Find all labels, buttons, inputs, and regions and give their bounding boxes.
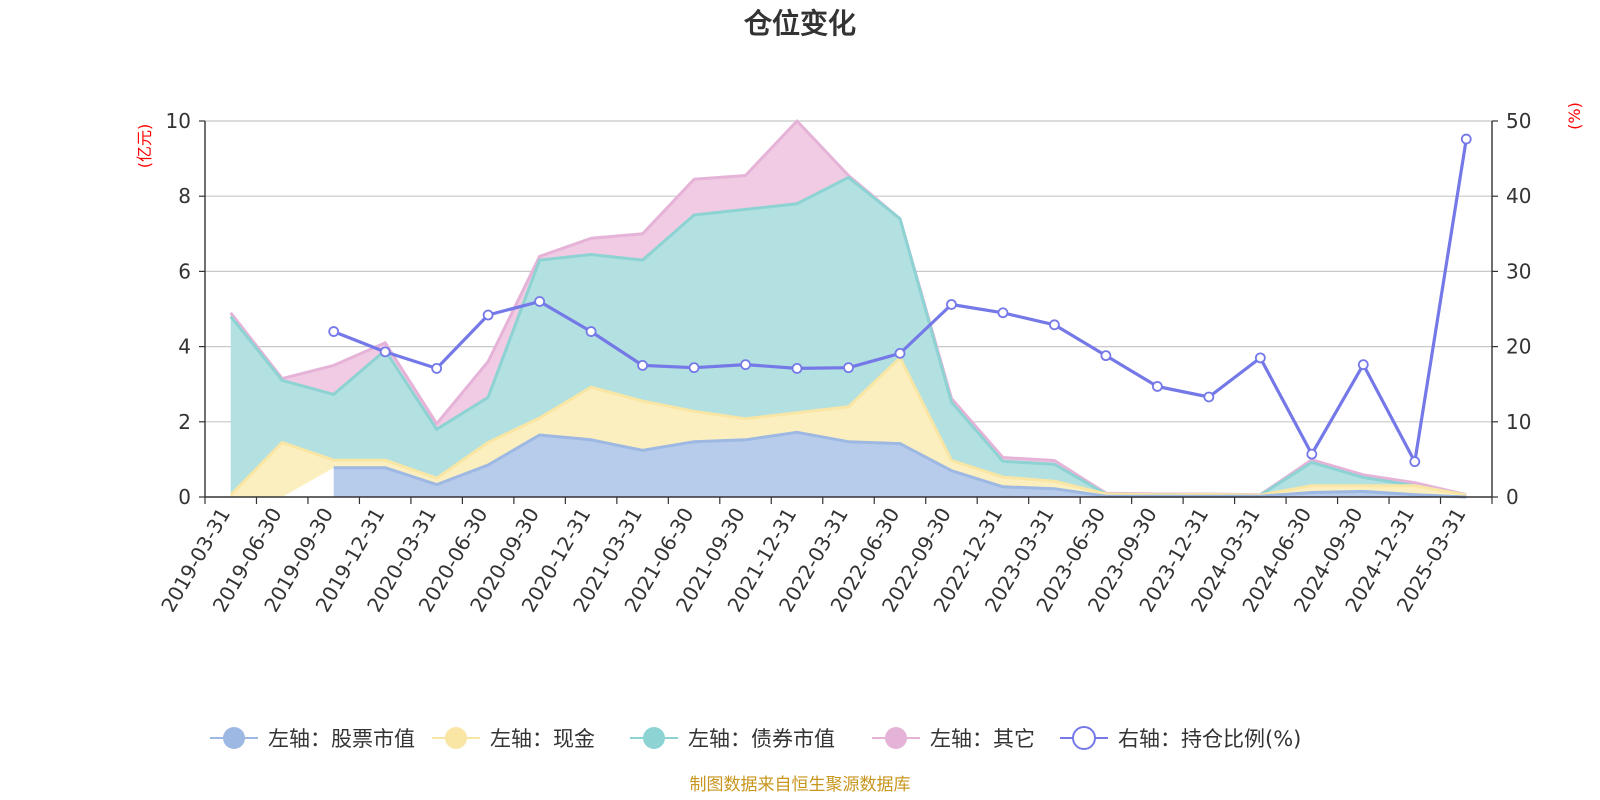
legend-marker <box>445 727 467 749</box>
y-left-tick-label: 4 <box>178 335 191 359</box>
ratio-point <box>1306 448 1318 460</box>
y-right-tick-label: 10 <box>1506 410 1531 434</box>
legend-label: 右轴：持仓比例(%) <box>1118 727 1301 751</box>
legend-marker <box>885 727 907 749</box>
y-right-tick-label: 20 <box>1506 335 1531 359</box>
legend-marker <box>643 727 665 749</box>
legend[interactable]: 左轴：股票市值 左轴：现金 左轴：债券市值 左轴：其它 右轴：持仓比例(%) <box>210 726 1301 751</box>
ratio-point <box>1357 359 1369 371</box>
ratio-point <box>585 326 597 337</box>
area-series-1 <box>333 432 1467 497</box>
legend-item-3[interactable]: 左轴：债券市值 <box>630 727 835 751</box>
ratio-point <box>1460 133 1472 145</box>
ratio-point <box>1151 381 1163 392</box>
y-left-unit-label: (亿元) <box>135 124 154 169</box>
ratio-point <box>894 347 906 359</box>
ratio-point <box>997 307 1009 319</box>
area-series-2 <box>230 357 1467 497</box>
stacked-areas <box>229 119 1467 499</box>
legend-item-2[interactable]: 左轴：现金 <box>432 727 595 751</box>
ratio-point <box>637 359 648 371</box>
area-series-3 <box>230 177 1467 496</box>
y-right-tick-label: 40 <box>1506 184 1531 208</box>
y-left-tick-label: 10 <box>166 109 191 133</box>
ratio-point <box>946 299 957 310</box>
y-left-tick-label: 8 <box>178 184 191 208</box>
ratio-point <box>1049 319 1060 331</box>
ratio-point <box>379 346 391 358</box>
y-left-tick-label: 0 <box>178 485 191 509</box>
y-left-tick-label: 2 <box>178 410 191 434</box>
ratio-point <box>1203 391 1215 403</box>
ratio-point <box>431 363 443 374</box>
ratio-line <box>328 133 1472 468</box>
ratio-point <box>1100 350 1112 362</box>
ratio-point <box>1409 456 1421 468</box>
legend-marker <box>1072 726 1096 750</box>
y-right-tick-label: 30 <box>1506 259 1531 283</box>
legend-label: 左轴：其它 <box>930 727 1035 751</box>
ratio-point <box>843 362 854 374</box>
ratio-point <box>482 309 494 321</box>
legend-item-4[interactable]: 左轴：其它 <box>872 727 1035 751</box>
chart-title: 仓位变化 <box>744 7 856 40</box>
y-right-unit-label: (%) <box>1565 102 1584 130</box>
legend-label: 左轴：股票市值 <box>268 727 415 751</box>
ratio-point <box>740 359 751 371</box>
data-source-note: 制图数据来自恒生聚源数据库 <box>690 775 911 795</box>
ratio-point <box>1254 352 1266 364</box>
legend-marker <box>223 727 245 749</box>
ratio-point <box>328 326 340 337</box>
legend-item-5[interactable]: 右轴：持仓比例(%) <box>1060 726 1301 751</box>
legend-item-1[interactable]: 左轴：股票市值 <box>210 727 415 751</box>
ratio-point <box>534 296 546 307</box>
area-edge-series-1 <box>333 430 1467 499</box>
y-right-tick-label: 0 <box>1506 485 1519 509</box>
y-left-tick-label: 6 <box>178 259 191 283</box>
ratio-point <box>688 362 700 374</box>
legend-label: 左轴：现金 <box>490 727 595 751</box>
legend-label: 左轴：债券市值 <box>688 727 835 751</box>
y-right-tick-label: 50 <box>1506 109 1531 133</box>
ratio-point <box>791 363 803 374</box>
